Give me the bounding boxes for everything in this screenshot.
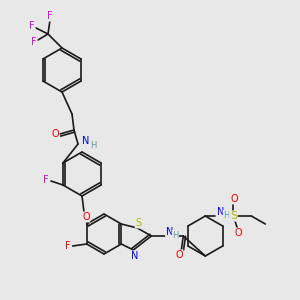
Text: F: F (47, 11, 53, 21)
Text: S: S (230, 211, 237, 221)
Text: F: F (43, 175, 49, 185)
Text: H: H (90, 140, 96, 149)
Text: O: O (51, 129, 59, 139)
Text: F: F (29, 21, 35, 31)
Text: H: H (172, 230, 178, 239)
Text: F: F (31, 37, 37, 47)
Text: N: N (166, 227, 173, 237)
Text: N: N (217, 207, 224, 217)
Text: H: H (223, 211, 230, 220)
Text: F: F (65, 241, 70, 251)
Text: O: O (82, 212, 90, 222)
Text: N: N (82, 136, 90, 146)
Text: O: O (176, 250, 183, 260)
Text: N: N (130, 251, 138, 261)
Text: O: O (230, 194, 238, 204)
Text: O: O (235, 228, 242, 238)
Text: S: S (135, 218, 141, 228)
